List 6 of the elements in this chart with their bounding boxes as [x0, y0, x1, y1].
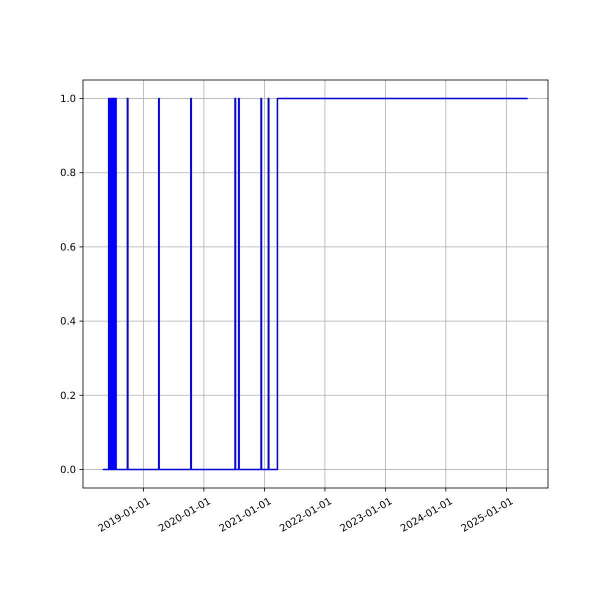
y-tick-label: 0.2: [60, 390, 76, 402]
y-tick-label: 0.4: [60, 316, 76, 328]
y-tick-label: 0.8: [60, 168, 76, 180]
y-tick-label: 0.0: [60, 464, 76, 476]
y-tick-label: 1.0: [60, 94, 76, 106]
y-tick-label: 0.6: [60, 242, 76, 254]
